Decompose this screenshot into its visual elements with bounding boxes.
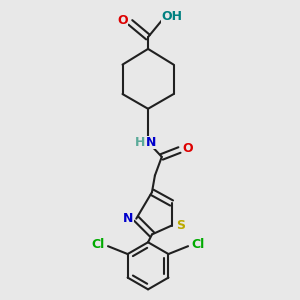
- Text: Cl: Cl: [191, 238, 205, 251]
- Text: O: O: [117, 14, 128, 27]
- Text: S: S: [176, 219, 185, 232]
- Text: N: N: [123, 212, 134, 225]
- Text: OH: OH: [161, 10, 182, 23]
- Text: Cl: Cl: [92, 238, 105, 251]
- Text: H: H: [135, 136, 146, 148]
- Text: O: O: [182, 142, 193, 154]
- Text: N: N: [146, 136, 156, 148]
